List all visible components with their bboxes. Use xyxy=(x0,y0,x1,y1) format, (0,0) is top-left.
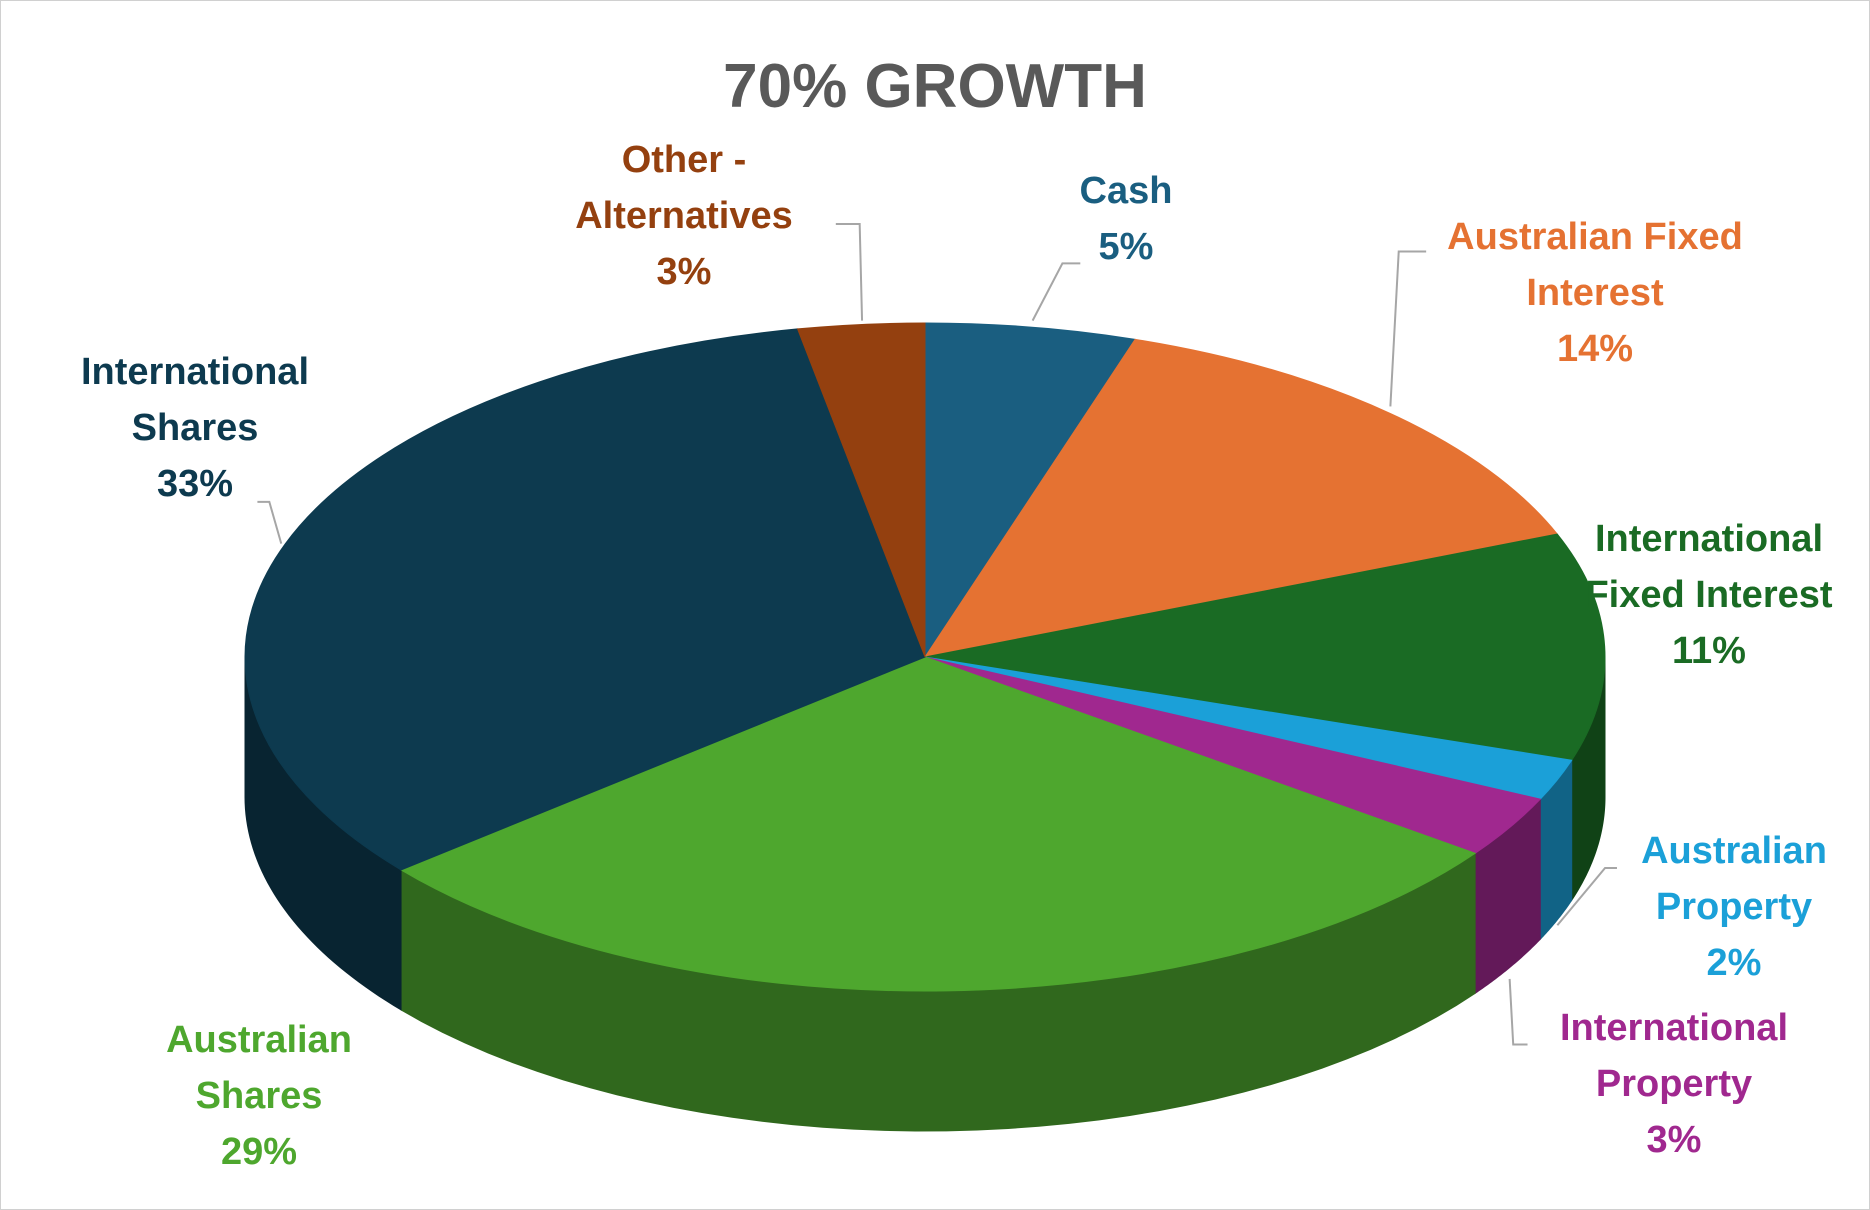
label-name: Australian Property xyxy=(1641,830,1827,928)
leader-line xyxy=(1389,250,1427,407)
label-name: International Fixed Interest xyxy=(1585,518,1833,616)
label-value: 5% xyxy=(1098,226,1154,268)
slice xyxy=(924,322,1136,659)
data-label: International Property 3% xyxy=(1514,1000,1834,1168)
label-name: International Property xyxy=(1559,1007,1789,1105)
data-label: Other - Alternatives 3% xyxy=(524,132,844,300)
leader-line xyxy=(835,223,864,321)
slice xyxy=(924,533,1606,761)
data-label: International Fixed Interest 11% xyxy=(1549,511,1869,679)
slice xyxy=(923,338,1559,658)
label-value: 3% xyxy=(656,251,712,293)
label-value: 33% xyxy=(156,463,234,505)
label-value: 2% xyxy=(1706,942,1762,984)
leader-line xyxy=(1508,978,1528,1046)
label-name: Other - Alternatives xyxy=(575,139,793,237)
data-label: Australian Fixed Interest 14% xyxy=(1395,209,1795,377)
slice xyxy=(796,322,926,658)
label-value: 14% xyxy=(1556,328,1634,370)
label-value: 11% xyxy=(1672,630,1746,672)
leader-line xyxy=(1031,262,1081,322)
label-value: 3% xyxy=(1646,1119,1702,1161)
data-label: Australian Property 2% xyxy=(1599,823,1869,991)
chart-title: 70% GROWTH xyxy=(723,52,1147,121)
data-label: International Shares 33% xyxy=(45,344,345,512)
label-name: International Shares xyxy=(80,351,310,449)
leader-line xyxy=(257,500,283,544)
label-value: 29% xyxy=(220,1131,298,1173)
label-name: Australian Shares xyxy=(166,1019,352,1117)
slice xyxy=(399,656,1477,992)
slice xyxy=(244,328,926,871)
leader-line xyxy=(1556,867,1617,926)
label-name: Australian Fixed Interest xyxy=(1447,216,1743,314)
data-label: Cash 5% xyxy=(1016,163,1236,275)
label-name: Cash xyxy=(1079,170,1173,212)
data-label: Australian Shares 29% xyxy=(119,1012,399,1180)
